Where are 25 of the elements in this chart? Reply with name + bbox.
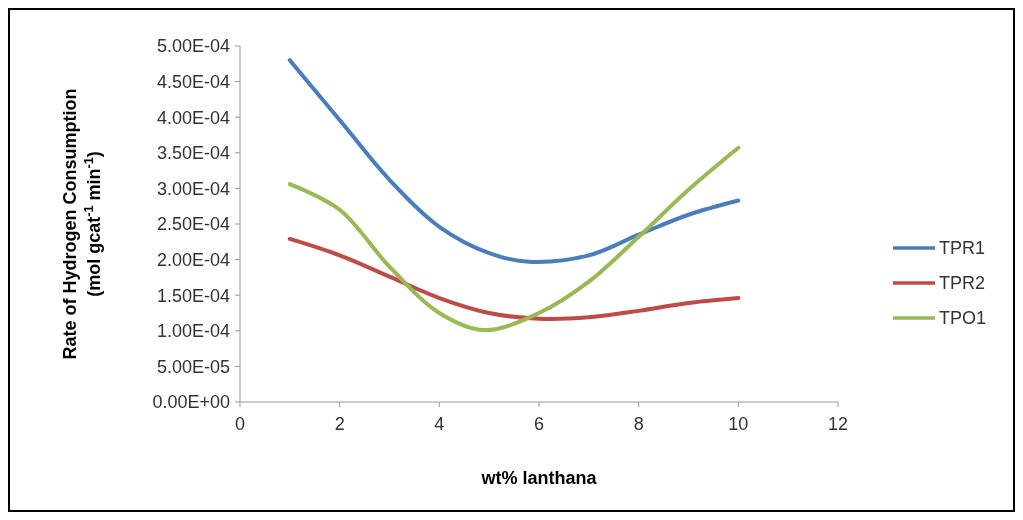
x-tick-label: 2 — [334, 414, 345, 434]
x-tick-label: 4 — [434, 414, 445, 434]
y-tick-label: 5.00E-05 — [156, 356, 230, 377]
legend-label: TPR1 — [939, 238, 986, 259]
line-series — [287, 58, 741, 264]
y-tick-label: 3.00E-04 — [156, 178, 230, 199]
x-tick-label: 8 — [633, 414, 644, 434]
y-tick-label: 5.00E-04 — [156, 36, 230, 57]
y-tick-label: 0.00E+00 — [152, 392, 230, 413]
y-tick-label: 4.00E-04 — [156, 107, 230, 128]
y-tick-label: 1.50E-04 — [156, 285, 230, 306]
y-tick-label: 1.00E-04 — [156, 321, 230, 342]
legend-label: TPO1 — [939, 308, 987, 329]
x-tick-label: 6 — [533, 414, 545, 434]
x-axis-title: wt% lanthana — [480, 468, 598, 488]
line-series — [287, 145, 741, 333]
x-tick-label: 0 — [234, 414, 246, 434]
legend-label: TPR2 — [939, 273, 986, 294]
line-series — [287, 236, 741, 321]
y-tick-label: 2.50E-04 — [156, 214, 230, 235]
y-tick-label: 3.50E-04 — [156, 143, 230, 164]
y-tick-label: 4.50E-04 — [156, 71, 230, 92]
x-tick-label: 10 — [728, 414, 749, 434]
x-tick-label: 12 — [827, 414, 849, 434]
y-tick-label: 2.00E-04 — [156, 249, 230, 270]
